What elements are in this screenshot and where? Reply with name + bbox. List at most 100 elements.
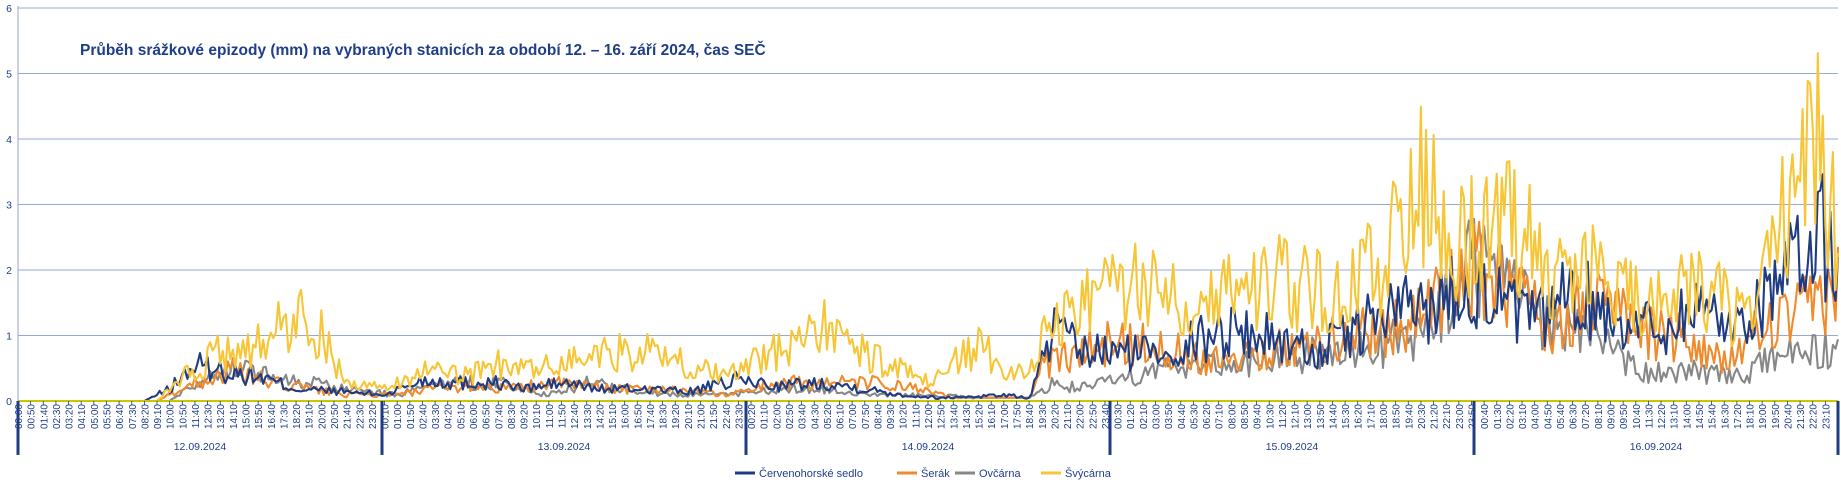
- y-axis-ticks: 0 1 2 3 4 5 6: [6, 3, 12, 408]
- series-line: [18, 52, 1840, 403]
- x-tick-label: 14:30: [962, 404, 973, 429]
- x-tick-label: 03:00: [1152, 404, 1163, 429]
- x-tick-label: 00:10: [381, 404, 392, 429]
- x-tick-label: 03:30: [431, 404, 442, 429]
- x-tick-label: 08:40: [873, 404, 884, 429]
- chart-title: Průběh srážkové epizody (mm) na vybranýc…: [80, 41, 766, 59]
- x-tick-label: 10:20: [899, 404, 910, 429]
- x-tick-label: 05:10: [456, 404, 467, 429]
- x-tick-label: 10:10: [532, 404, 543, 429]
- legend-label: Červenohorské sedlo: [759, 467, 863, 480]
- x-tick-label: 19:50: [1771, 404, 1782, 429]
- x-tick-label: 07:40: [494, 404, 505, 429]
- x-tick-label: 22:30: [355, 404, 366, 429]
- x-tick-label: 10:50: [178, 404, 189, 429]
- x-tick-label: 02:40: [418, 404, 429, 429]
- x-tick-label: 07:10: [1215, 404, 1226, 429]
- x-tick-label: 17:30: [279, 404, 290, 429]
- y-tick-label: 2: [6, 265, 12, 277]
- x-tick-label: 19:10: [305, 404, 316, 429]
- x-tick-label: 11:50: [557, 404, 568, 429]
- legend: Červenohorské sedlo Šerák Ovčárna Švýcárna: [735, 467, 1112, 480]
- series-lines: [18, 52, 1840, 403]
- x-tick-label: 07:00: [848, 404, 859, 429]
- x-tick-label: 14:50: [1695, 404, 1706, 429]
- x-tick-label: 12:50: [937, 404, 948, 429]
- series-line: [18, 173, 1840, 403]
- x-tick-label: 04:40: [1177, 404, 1188, 429]
- x-tick-label: 14:00: [1682, 404, 1693, 429]
- x-tick-label: 08:30: [507, 404, 518, 429]
- x-tick-label: 06:00: [469, 404, 480, 429]
- x-tick-label: 03:40: [798, 404, 809, 429]
- x-tick-label: 02:50: [785, 404, 796, 429]
- x-tick-label: 09:30: [886, 404, 897, 429]
- day-label: 16.09.2024: [1630, 441, 1683, 453]
- x-tick-label: 18:40: [1025, 404, 1036, 429]
- x-tick-label: 05:00: [90, 404, 101, 429]
- x-tick-label: 12:40: [570, 404, 581, 429]
- x-tick-label: 20:30: [1417, 404, 1428, 429]
- legend-label: Ovčárna: [979, 468, 1021, 480]
- x-tick-label: 15:20: [975, 404, 986, 429]
- x-tick-label: 06:30: [1569, 404, 1580, 429]
- x-tick-label: 23:10: [1821, 404, 1832, 429]
- x-tick-label: 13:40: [949, 404, 960, 429]
- x-tick-label: 21:40: [343, 404, 354, 429]
- day-label: 14.09.2024: [902, 441, 955, 453]
- x-tick-label: 17:40: [646, 404, 657, 429]
- x-tick-label: 03:50: [1164, 404, 1175, 429]
- x-tick-label: 04:10: [77, 404, 88, 429]
- y-tick-label: 5: [6, 69, 12, 81]
- x-tick-label: 13:10: [1670, 404, 1681, 429]
- x-tick-label: 22:00: [1076, 404, 1087, 429]
- x-tick-label: 15:00: [242, 404, 253, 429]
- day-label: 15.09.2024: [1266, 441, 1319, 453]
- x-tick-label: 16:10: [987, 404, 998, 429]
- x-tick-label: 23:40: [1101, 404, 1112, 429]
- day-label: 13.09.2024: [538, 441, 591, 453]
- x-tick-label: 08:50: [1240, 404, 1251, 429]
- x-tick-label: 04:00: [1531, 404, 1542, 429]
- x-tick-label: 22:10: [1442, 404, 1453, 429]
- grid-lines: [18, 7, 1838, 336]
- x-tick-label: 21:10: [1063, 404, 1074, 429]
- x-tick-label: 17:50: [1012, 404, 1023, 429]
- x-tick-label: 06:50: [482, 404, 493, 429]
- x-tick-label: 23:00: [1455, 404, 1466, 429]
- x-tick-label: 10:30: [1265, 404, 1276, 429]
- x-tick-label: 16:50: [633, 404, 644, 429]
- x-tick-label: 12:30: [204, 404, 215, 429]
- x-tick-label: 01:30: [1493, 404, 1504, 429]
- series-line: [18, 217, 1840, 403]
- x-tick-label: 13:00: [1303, 404, 1314, 429]
- x-tick-label: 08:20: [140, 404, 151, 429]
- x-tick-label: 02:20: [1505, 404, 1516, 429]
- x-tick-label: 18:10: [1746, 404, 1757, 429]
- x-tick-label: 20:20: [1050, 404, 1061, 429]
- x-tick-label: 00:30: [1114, 404, 1125, 429]
- x-tick-label: 03:10: [1518, 404, 1529, 429]
- x-tick-label: 15:10: [608, 404, 619, 429]
- y-tick-label: 1: [6, 331, 12, 343]
- x-tick-label: 08:10: [1594, 404, 1605, 429]
- x-tick-label: 13:30: [583, 404, 594, 429]
- x-tick-label: 12:10: [1291, 404, 1302, 429]
- x-tick-label: 03:20: [65, 404, 76, 429]
- x-tick-label: 00:20: [747, 404, 758, 429]
- legend-label: Švýcárna: [1065, 467, 1112, 480]
- x-tick-label: 04:30: [810, 404, 821, 429]
- x-tick-label: 12:00: [924, 404, 935, 429]
- x-tick-label: 20:00: [317, 404, 328, 429]
- x-tick-label: 10:00: [166, 404, 177, 429]
- x-tick-label: 02:00: [772, 404, 783, 429]
- x-tick-label: 16:30: [1720, 404, 1731, 429]
- x-tick-label: 09:50: [1619, 404, 1630, 429]
- x-tick-label: 19:30: [1038, 404, 1049, 429]
- x-tick-label: 01:10: [760, 404, 771, 429]
- x-tick-label: 02:30: [52, 404, 63, 429]
- x-tick-label: 04:20: [444, 404, 455, 429]
- x-tick-label: 05:20: [823, 404, 834, 429]
- x-tick-label: 15:40: [1708, 404, 1719, 429]
